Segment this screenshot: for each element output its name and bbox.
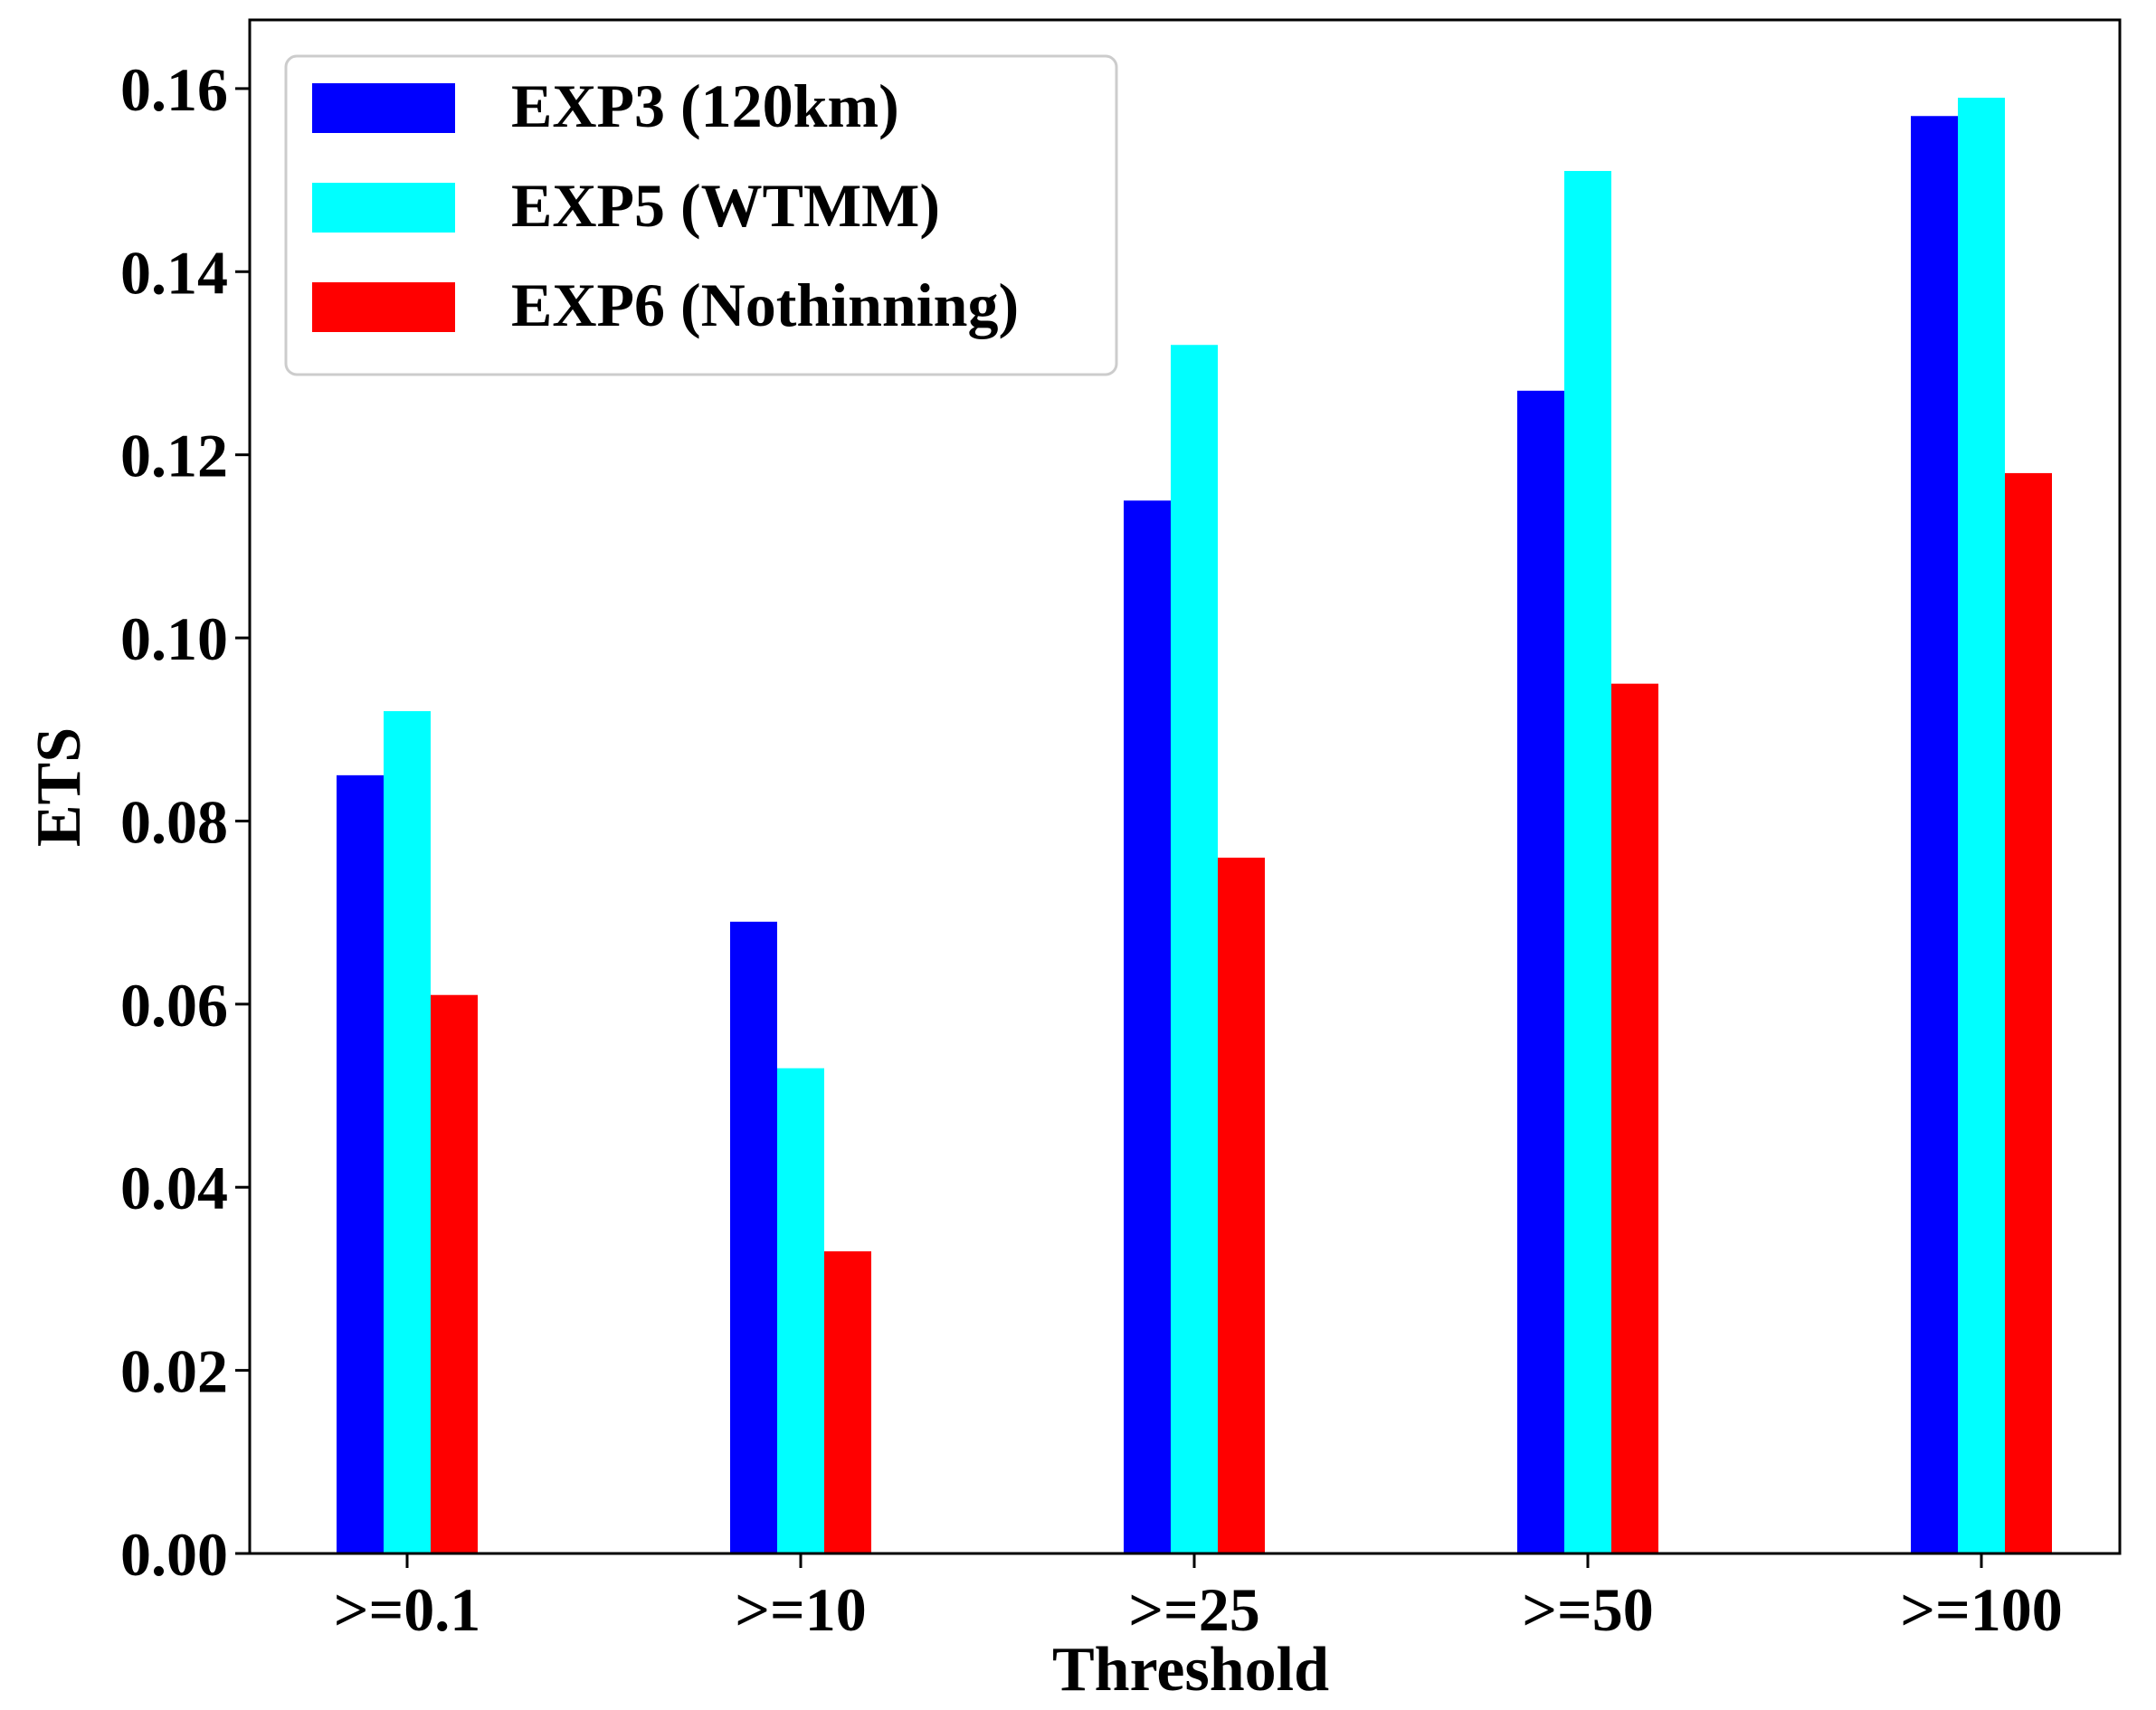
y-axis-ticks: 0.00 0.02 0.04 0.06 0.08 0.10 0.12 0.14 0.16 [120, 55, 250, 1589]
bar-3-5 [2005, 472, 2052, 1554]
x-axis-label: Threshold [1052, 1635, 1329, 1705]
y-tick-label: 0.10 [120, 604, 228, 673]
bar-1-4 [1517, 390, 1564, 1553]
y-tick-label: 0.00 [120, 1520, 228, 1589]
y-tick-label: 0.02 [120, 1337, 228, 1406]
legend: EXP3 (120km) EXP5 (WTMM) EXP6 (Nothinning) [284, 54, 1118, 376]
x-tick-label: >=10 [735, 1575, 867, 1644]
x-axis-ticks: >=0.1 >=10 >=25 >=50 >=100 [334, 1553, 2063, 1644]
legend-swatch-3 [312, 282, 455, 332]
axes-frame [248, 18, 2122, 1555]
bar-2-1 [384, 711, 431, 1553]
y-tick-label: 0.16 [120, 55, 228, 124]
x-tick-label: >=25 [1128, 1575, 1260, 1644]
x-tick-label: >=50 [1522, 1575, 1654, 1644]
bar-1-5 [1911, 116, 1958, 1553]
bar-2-4 [1564, 170, 1611, 1553]
bar-1-3 [1124, 500, 1171, 1553]
bar-2-5 [1958, 98, 2005, 1554]
y-tick-label: 0.12 [120, 422, 228, 490]
bar-3-4 [1611, 683, 1658, 1553]
legend-label-2: EXP5 (WTMM) [511, 171, 940, 240]
legend-label-1: EXP3 (120km) [511, 71, 899, 140]
bar-2-3 [1171, 345, 1218, 1554]
bar-1-2 [730, 921, 777, 1553]
x-tick-label: >=100 [1900, 1575, 2063, 1644]
y-axis-label: ETS [24, 727, 94, 847]
y-tick-label: 0.04 [120, 1154, 228, 1222]
bar-1-1 [337, 774, 384, 1553]
legend-swatch-1 [312, 83, 455, 133]
bar-2-2 [777, 1068, 824, 1553]
legend-frame [284, 54, 1118, 376]
x-tick-label: >=0.1 [334, 1575, 481, 1644]
y-tick-label: 0.08 [120, 787, 228, 856]
y-tick-label: 0.14 [120, 238, 228, 307]
bar-group [337, 98, 2052, 1554]
bar-3-3 [1218, 857, 1265, 1553]
legend-swatch-2 [312, 183, 455, 233]
bar-3-2 [824, 1251, 871, 1553]
y-tick-label: 0.06 [120, 971, 228, 1040]
legend-label-3: EXP6 (Nothinning) [511, 271, 1019, 339]
bar-3-1 [431, 994, 478, 1553]
